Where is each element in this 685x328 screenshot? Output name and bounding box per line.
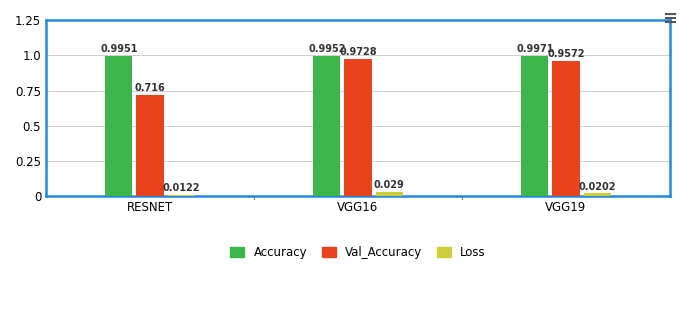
Bar: [375, 192, 403, 196]
Text: 0.029: 0.029: [374, 180, 405, 190]
Bar: [105, 56, 132, 196]
Text: 0.9728: 0.9728: [339, 47, 377, 57]
Text: 0.9572: 0.9572: [547, 50, 585, 59]
Bar: [553, 61, 580, 196]
Text: 0.9952: 0.9952: [308, 44, 345, 54]
Bar: [345, 59, 371, 196]
Bar: [313, 56, 340, 196]
Text: 0.9971: 0.9971: [516, 44, 553, 54]
Text: 0.0202: 0.0202: [578, 182, 616, 192]
Text: 0.0122: 0.0122: [162, 183, 200, 193]
Bar: [584, 194, 611, 196]
Text: 0.716: 0.716: [135, 84, 165, 93]
Bar: [521, 56, 548, 196]
Legend: Accuracy, Val_Accuracy, Loss: Accuracy, Val_Accuracy, Loss: [225, 241, 490, 263]
Text: ≡: ≡: [662, 10, 677, 28]
Text: 0.9951: 0.9951: [100, 44, 138, 54]
Bar: [136, 95, 164, 196]
Bar: [168, 195, 195, 196]
